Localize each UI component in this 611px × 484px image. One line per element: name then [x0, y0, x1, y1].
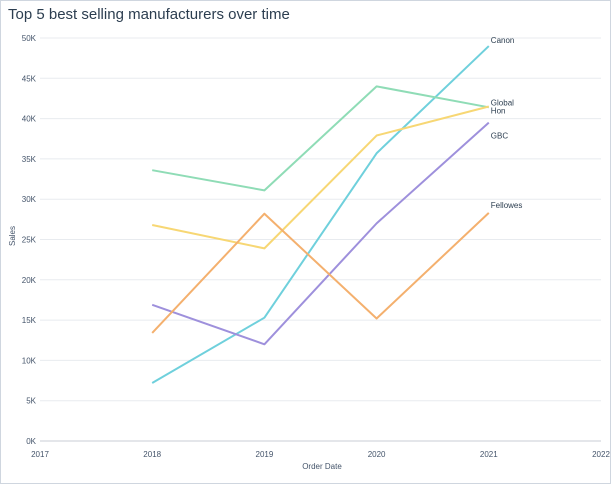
chart-title: Top 5 best selling manufacturers over ti… [8, 6, 290, 23]
x-axis-title: Order Date [302, 462, 342, 471]
series-line-canon[interactable] [151, 45, 490, 384]
y-tick-label: 50K [22, 34, 37, 43]
series-label-hon: Hon [491, 107, 506, 116]
y-tick-label: 45K [22, 74, 37, 83]
series-label-fellowes: Fellowes [491, 201, 523, 210]
series-line-fellowes[interactable] [151, 212, 490, 334]
x-tick-label: 2017 [31, 450, 49, 459]
y-axis-title: Sales [8, 226, 17, 246]
x-tick-label: 2019 [256, 450, 274, 459]
x-tick-label: 2020 [368, 450, 386, 459]
x-tick-label: 2022 [592, 450, 610, 459]
series-line-gbc[interactable] [151, 121, 490, 346]
y-tick-label: 5K [26, 397, 36, 406]
y-tick-label: 0K [26, 437, 36, 446]
x-tick-label: 2021 [480, 450, 498, 459]
y-axis-ticks: 0K 5K 10K 15K 20K 25K 30K 35K 40K 45K 50K [22, 34, 37, 446]
series-label-global: Global [491, 98, 514, 107]
x-axis-ticks: 2017 2018 2019 2020 2021 2022 [31, 450, 610, 459]
y-tick-label: 30K [22, 195, 37, 204]
series-lines [151, 45, 490, 384]
series-line-global[interactable] [152, 85, 489, 192]
y-tick-label: 25K [22, 236, 37, 245]
series-label-canon: Canon [491, 36, 515, 45]
y-tick-label: 20K [22, 276, 37, 285]
gridlines [40, 37, 601, 442]
x-tick-label: 2018 [143, 450, 161, 459]
series-line-hon[interactable] [151, 105, 490, 250]
y-tick-label: 40K [22, 115, 37, 124]
y-tick-label: 35K [22, 155, 37, 164]
y-tick-label: 15K [22, 316, 37, 325]
y-tick-label: 10K [22, 356, 37, 365]
series-label-gbc: GBC [491, 132, 509, 141]
